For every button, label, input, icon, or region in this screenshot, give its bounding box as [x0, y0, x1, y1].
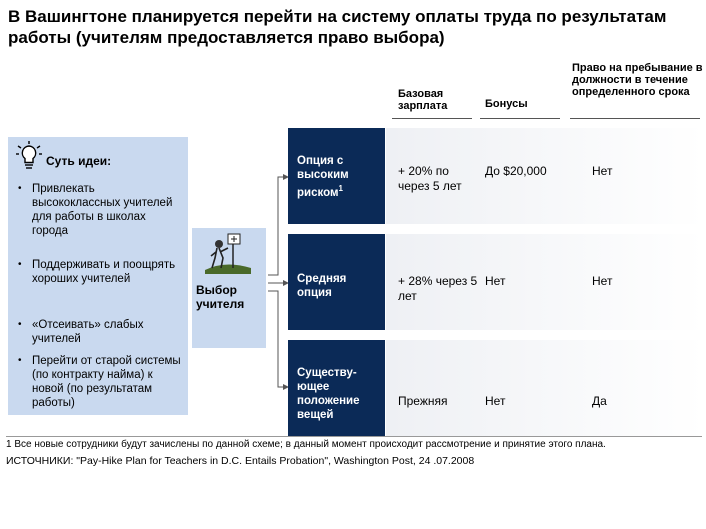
option-box-medium: Средняя опция [288, 234, 385, 330]
header-underline [480, 118, 560, 119]
row-background [386, 340, 704, 436]
choice-arrows [268, 174, 289, 390]
header-tenure: Право на пребывание в должности в течени… [572, 62, 703, 98]
idea-bullet-text: Привлекать высококлассных учителей для р… [32, 183, 173, 237]
teacher-choice-panel [192, 228, 266, 348]
header-underline [392, 118, 472, 119]
idea-heading: Суть идеи: [46, 154, 112, 168]
idea-bullet-text: «Отсеивать» слабых учителей [32, 319, 144, 345]
row-background [386, 234, 704, 330]
cell-bonuses: Нет [485, 394, 506, 408]
cell-bonuses: До $20,000 [485, 164, 547, 178]
cell-bonuses: Нет [485, 274, 506, 288]
option-box-high-risk: Опция с высоким риском1 [288, 128, 385, 224]
option-label-text: Средняя опция [297, 273, 347, 299]
idea-bullet-text: Перейти от старой системы (по контракту … [32, 355, 181, 409]
option-label: Опция с высоким риском1 [297, 154, 379, 200]
footnote-divider [6, 436, 702, 437]
lightbulb-icon [14, 140, 44, 172]
option-label-text: Существу-ющее положение вещей [297, 367, 360, 421]
header-underline [570, 118, 700, 119]
idea-panel [8, 137, 188, 415]
cell-tenure: Нет [592, 164, 613, 178]
idea-bullet-text: Поддерживать и поощрять хороших учителей [32, 259, 176, 285]
row-background [386, 128, 704, 224]
footnote: 1 Все новые сотрудники будут зачислены п… [6, 439, 702, 467]
page-title: В Вашингтоне планируется перейти на сист… [8, 7, 667, 47]
source-text: ИСТОЧНИКИ: "Pay-Hike Plan for Teachers i… [6, 455, 475, 467]
cell-base-salary: Прежняя [398, 394, 448, 408]
header-base-salary: Базовая зарплата [398, 88, 448, 112]
cell-tenure: Нет [592, 274, 613, 288]
option-label-text: Опция с высоким риском [297, 155, 349, 199]
teacher-choice-label: Выбор учителя [196, 283, 245, 311]
cell-base-salary: + 20% по через 5 лет [398, 164, 462, 193]
footnote-text: 1 Все новые сотрудники будут зачислены п… [6, 439, 606, 450]
header-bonuses: Бонусы [485, 98, 528, 110]
option-footnote-mark: 1 [338, 184, 343, 193]
teacher-figure-icon [203, 232, 253, 276]
cell-tenure: Да [592, 394, 607, 408]
option-box-status-quo: Существу-ющее положение вещей [288, 340, 385, 436]
cell-base-salary: + 28% через 5 лет [398, 274, 478, 303]
